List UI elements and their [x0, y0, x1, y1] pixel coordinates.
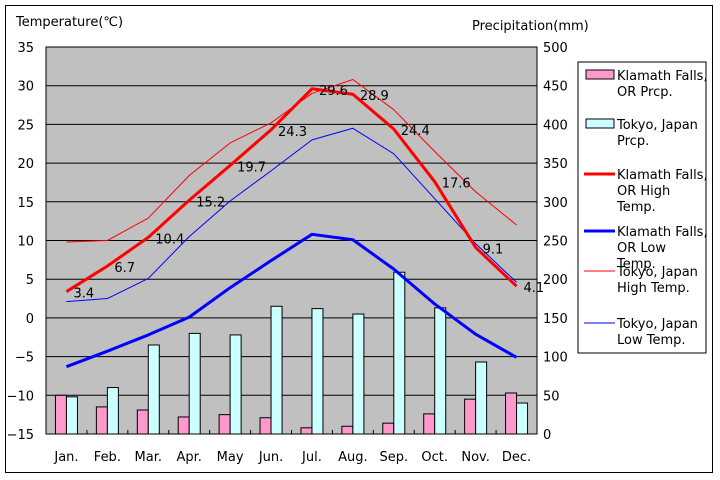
- right-tick-label: 500: [543, 41, 568, 56]
- right-axis-title: Precipitation(mm): [472, 19, 589, 34]
- left-tick-label: −10: [7, 389, 34, 404]
- left-tick-label: 10: [17, 235, 34, 250]
- legend-label: OR Low: [617, 241, 666, 256]
- x-tick-label: May: [217, 450, 244, 465]
- data-label: 6.7: [114, 261, 135, 276]
- data-label: 29.6: [319, 84, 348, 99]
- bar-klamath-precip: [505, 392, 518, 435]
- bar-klamath-precip: [177, 416, 190, 435]
- legend-label: OR Prcp.: [617, 85, 673, 100]
- right-tick-label: 250: [543, 235, 568, 250]
- right-tick-label: 300: [543, 196, 568, 211]
- data-label: 28.9: [360, 89, 389, 104]
- x-tick-label: Aug.: [338, 450, 368, 465]
- line-series-3: [66, 127, 517, 303]
- x-tick-label: Apr.: [176, 450, 201, 465]
- right-tick-label: 350: [543, 157, 568, 172]
- bar-tokyo-precip: [434, 307, 447, 435]
- bar-klamath-precip: [464, 398, 477, 435]
- x-tick-label: Jan.: [53, 450, 78, 465]
- bar-tokyo-precip: [516, 402, 529, 435]
- legend-label: High Temp.: [617, 281, 690, 296]
- left-tick-label: 25: [17, 118, 34, 133]
- left-tick-label: 30: [17, 80, 34, 95]
- bar-tokyo-precip: [65, 396, 78, 435]
- bar-klamath-precip: [341, 425, 354, 435]
- bar-tokyo-precip: [270, 305, 283, 435]
- legend-swatch: [585, 118, 615, 129]
- x-tick-label: Dec.: [502, 450, 531, 465]
- legend-label: Tokyo, Japan: [616, 317, 698, 332]
- line-series-0: [65, 87, 518, 293]
- bar-klamath-precip: [382, 422, 395, 435]
- bar-klamath-precip: [300, 427, 313, 435]
- data-label: 9.1: [483, 242, 504, 257]
- bar-tokyo-precip: [106, 387, 119, 435]
- bar-klamath-precip: [54, 394, 67, 435]
- legend-label: Tokyo, Japan: [616, 118, 698, 133]
- x-tick-label: Oct.: [421, 450, 448, 465]
- x-tick-label: Nov.: [461, 450, 490, 465]
- right-tick-label: 150: [543, 312, 568, 327]
- data-label: 3.4: [73, 287, 94, 302]
- left-axis-title: Temperature(℃): [15, 15, 123, 30]
- data-label: 4.1: [524, 281, 545, 296]
- left-tick-label: 15: [17, 196, 34, 211]
- legend-swatch: [585, 69, 615, 80]
- data-label: 24.4: [401, 124, 430, 139]
- legend: Klamath Falls,OR Prcp.Tokyo, JapanPrcp.K…: [577, 61, 708, 354]
- left-tick-label: −15: [7, 428, 34, 443]
- x-tick-label: Feb.: [94, 450, 121, 465]
- left-tick-label: 20: [17, 157, 34, 172]
- right-tick-label: 100: [543, 351, 568, 366]
- legend-label: Tokyo, Japan: [616, 265, 698, 280]
- bar-klamath-precip: [218, 414, 231, 435]
- legend-label: Low Temp.: [617, 333, 686, 348]
- bar-klamath-precip: [95, 406, 108, 435]
- bar-tokyo-precip: [147, 344, 160, 435]
- legend-label: Klamath Falls,: [617, 225, 708, 240]
- bar-tokyo-precip: [311, 308, 324, 435]
- data-label: 19.7: [237, 160, 266, 175]
- right-tick-label: 0: [543, 428, 551, 443]
- left-tick-label: 5: [26, 273, 34, 288]
- legend-label: Temp.: [616, 257, 656, 272]
- x-tick-label: Jun.: [258, 450, 283, 465]
- left-tick-label: 35: [17, 41, 34, 56]
- left-tick-label: 0: [26, 312, 34, 327]
- line-series-1: [65, 232, 518, 369]
- bar-klamath-precip: [423, 413, 436, 435]
- legend-label: OR High: [617, 184, 670, 199]
- data-label: 15.2: [196, 195, 225, 210]
- x-tick-label: Sep.: [379, 450, 408, 465]
- bar-klamath-precip: [259, 417, 272, 435]
- legend-label: Prcp.: [617, 134, 649, 149]
- data-label: 10.4: [155, 232, 184, 247]
- left-tick-label: −5: [15, 351, 34, 366]
- right-tick-label: 400: [543, 118, 568, 133]
- right-tick-label: 50: [543, 389, 560, 404]
- bar-tokyo-precip: [352, 313, 365, 435]
- legend-label: Klamath Falls,: [617, 168, 708, 183]
- bar-tokyo-precip: [393, 271, 406, 435]
- bar-klamath-precip: [136, 409, 149, 435]
- right-tick-label: 450: [543, 80, 568, 95]
- bar-tokyo-precip: [229, 334, 242, 435]
- x-tick-label: Jul.: [301, 450, 322, 465]
- legend-label: Klamath Falls,: [617, 69, 708, 84]
- plot-area: 35302520151050−5−10−15500450400350300250…: [7, 41, 568, 465]
- right-tick-label: 200: [543, 273, 568, 288]
- data-label: 24.3: [278, 125, 307, 140]
- data-label: 17.6: [442, 177, 471, 192]
- x-tick-label: Mar.: [135, 450, 162, 465]
- legend-label: Temp.: [616, 200, 656, 215]
- bar-tokyo-precip: [188, 332, 201, 435]
- legend-box: [577, 61, 707, 354]
- bar-tokyo-precip: [475, 361, 488, 435]
